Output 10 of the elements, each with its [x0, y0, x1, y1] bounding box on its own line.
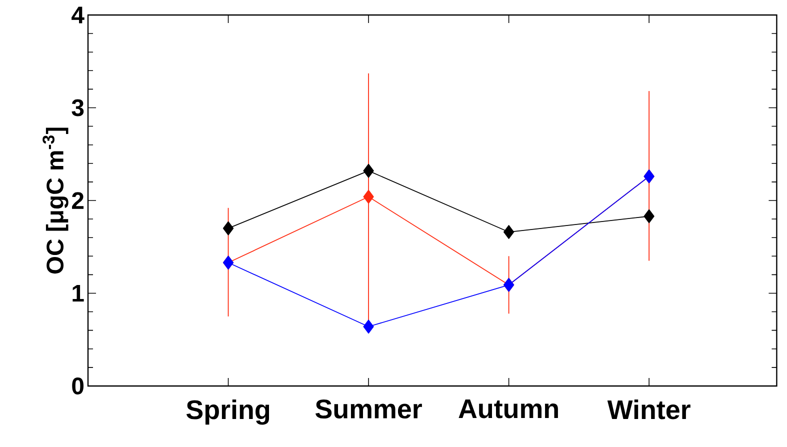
y-tick-label: 2: [72, 192, 84, 209]
x-tick-label: Autumn: [458, 399, 558, 418]
y-tick-label: 0: [72, 378, 84, 394]
y-tick-label: 3: [72, 99, 84, 116]
x-tick-label: Summer: [316, 400, 422, 419]
y-tick-label: 1: [72, 285, 84, 302]
x-tick-label: Spring: [186, 400, 270, 425]
x-tick-label: Winter: [607, 400, 690, 420]
y-axis-title: OC [μgC m$^{-3}$]: [42, 128, 68, 274]
y-tick-label: 4: [72, 6, 84, 24]
